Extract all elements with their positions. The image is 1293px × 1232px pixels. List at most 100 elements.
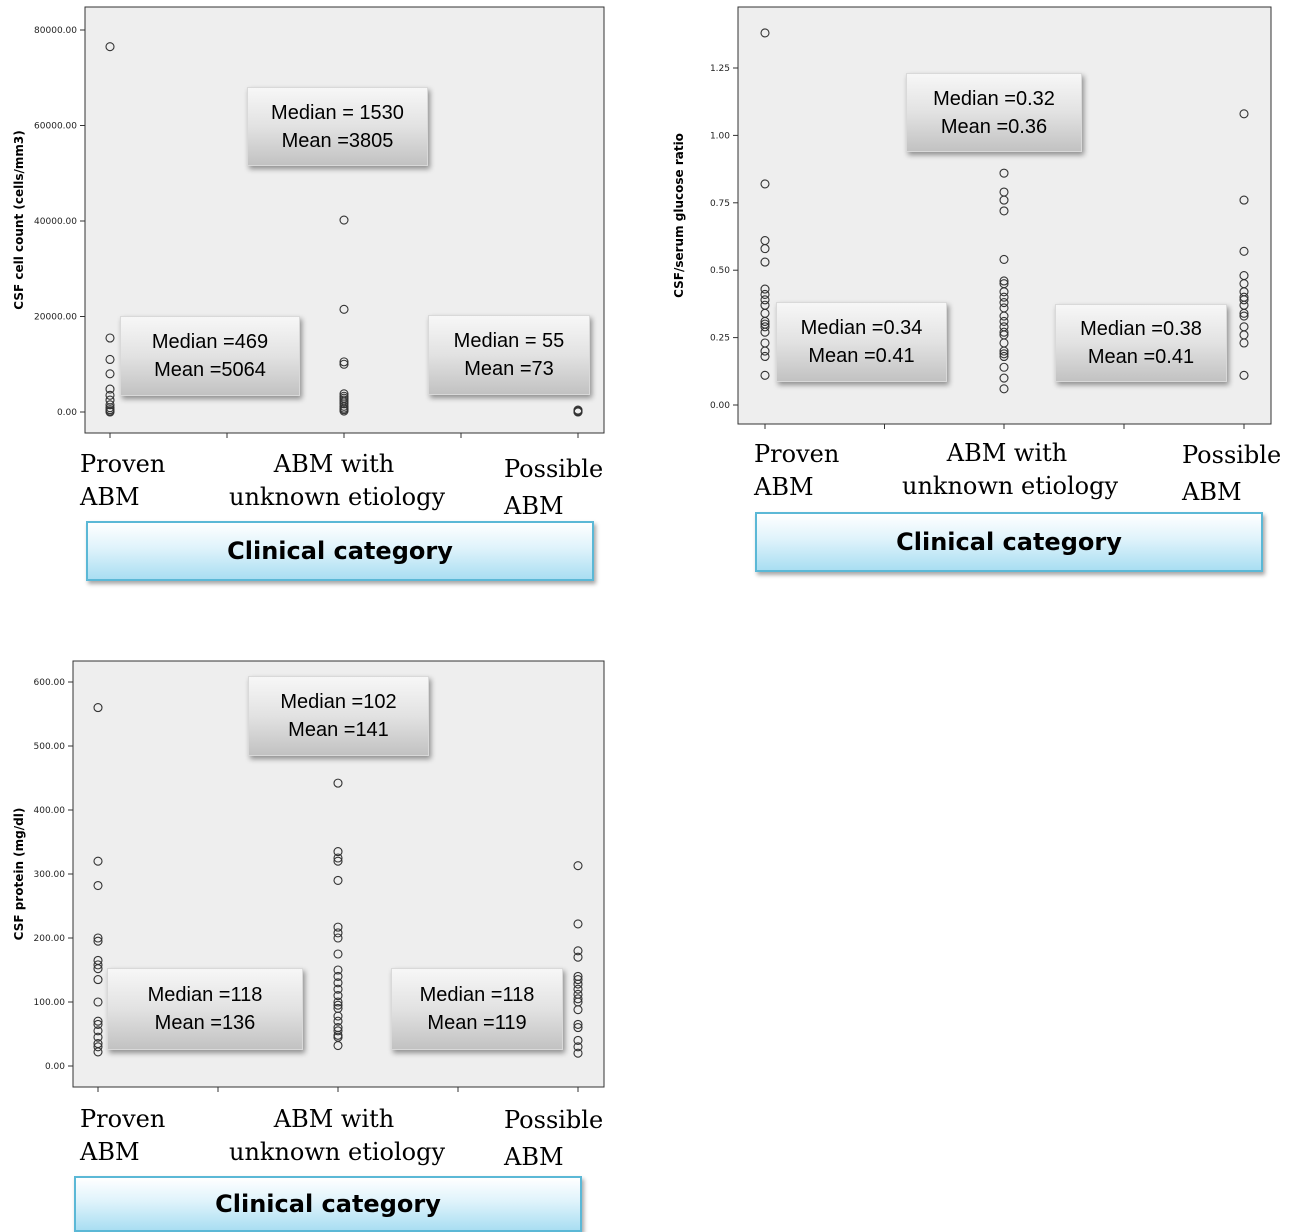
data-point (333, 997, 343, 1007)
data-point (93, 1042, 103, 1052)
data-point (573, 1005, 583, 1015)
data-point (333, 978, 343, 988)
data-point (93, 880, 103, 891)
data-point (1239, 370, 1249, 380)
data-point (760, 244, 770, 254)
data-point (93, 1026, 103, 1036)
y-tick-label: 400.00 (34, 806, 66, 816)
data-point (93, 703, 103, 713)
data-point (999, 384, 1009, 394)
xcat-proven-cell: Proven ABM (80, 450, 166, 511)
data-point (1239, 295, 1249, 305)
data-point (573, 975, 583, 985)
stat-box-proven-protein: Median =118 Mean =136 (107, 968, 303, 1050)
data-point (573, 1019, 583, 1029)
data-point (999, 287, 1009, 297)
data-point (333, 984, 343, 994)
data-point (760, 327, 770, 337)
xlabel-banner-protein: Clinical category (74, 1176, 582, 1232)
data-point (999, 327, 1009, 337)
xcat-unknown-glucose: ABM with unknown etiology (902, 439, 1119, 500)
xlabel-banner-glucose: Clinical category (755, 512, 1263, 572)
data-point (999, 316, 1009, 326)
data-point (573, 994, 583, 1004)
panel-protein: 0.00 100.00 200.00 300.00 400.00 500.00 600.00… (0, 640, 640, 1232)
panel-cell-count: 0.00 20000.00 40000.00 60000.00 80000.00 CSF … (0, 0, 640, 600)
data-point (333, 1011, 343, 1021)
data-point (105, 333, 115, 343)
data-point (999, 362, 1009, 372)
data-point (105, 42, 115, 52)
y-tick-label: 100.00 (34, 998, 66, 1008)
xcat-possible-cell: Possible ABM (504, 455, 604, 520)
y-tick-label: 0.00 (57, 408, 77, 418)
data-point (339, 399, 349, 409)
data-point (760, 289, 770, 300)
data-point (573, 946, 583, 956)
xcat-unknown-cell: ABM with unknown etiology (229, 450, 446, 511)
data-point (333, 875, 343, 885)
data-point (760, 257, 770, 267)
data-point (999, 298, 1009, 308)
data-point (333, 928, 343, 938)
data-point (573, 952, 583, 962)
data-point (339, 357, 349, 367)
data-point (760, 351, 770, 362)
stat-box-possible-glucose: Median =0.38 Mean =0.41 (1055, 304, 1227, 382)
data-point (573, 861, 583, 871)
data-point (105, 354, 115, 365)
data-point (1239, 308, 1249, 318)
data-point (93, 964, 103, 974)
data-point (573, 1048, 583, 1058)
data-point (333, 991, 343, 1001)
data-point (760, 322, 770, 332)
data-point (105, 369, 115, 379)
data-point (105, 390, 115, 400)
data-point (93, 936, 103, 946)
stat-box-proven-cell: Median =469 Mean =5064 (120, 316, 300, 396)
y-axis-label: CSF/serum glucose ratio (672, 133, 686, 298)
data-point (93, 1047, 103, 1057)
data-point (573, 979, 583, 989)
y-tick-label: 0.75 (710, 199, 730, 209)
xlabel-banner-cell: Clinical category (86, 521, 594, 581)
y-tick-label: 1.25 (710, 64, 730, 74)
data-point (333, 933, 343, 943)
y-tick-label: 0.25 (710, 334, 730, 344)
data-point (333, 856, 343, 866)
y-tick-label: 200.00 (34, 934, 66, 944)
data-point (760, 179, 770, 189)
y-tick-label: 20000.00 (34, 313, 77, 323)
stat-box-unknown-protein: Median =102 Mean =141 (248, 676, 429, 756)
y-tick-label: 40000.00 (34, 217, 77, 227)
y-tick-label: 0.50 (710, 266, 730, 276)
xcat-unknown-protein: ABM with unknown etiology (229, 1105, 446, 1166)
data-point (93, 997, 103, 1007)
stat-box-possible-protein: Median =118 Mean =119 (391, 968, 563, 1050)
y-axis-label: CSF protein (mg/dl) (12, 808, 26, 941)
data-point (573, 984, 583, 994)
data-point (333, 949, 343, 959)
y-tick-label: 60000.00 (34, 122, 77, 132)
data-point (93, 960, 103, 970)
data-point (999, 254, 1009, 264)
data-point (999, 206, 1009, 216)
data-point (333, 778, 343, 788)
data-point (333, 971, 343, 981)
data-point (93, 1019, 103, 1029)
data-point (93, 1016, 103, 1026)
data-point (999, 349, 1009, 359)
stat-box-possible-cell: Median = 55 Mean =73 (428, 315, 590, 395)
y-tick-label: 600.00 (34, 678, 66, 688)
xcat-possible-glucose: Possible ABM (1182, 441, 1282, 506)
data-point (573, 1042, 583, 1052)
data-point (339, 406, 349, 416)
data-point (760, 316, 770, 326)
data-point (339, 304, 349, 314)
y-tick-label: 80000.00 (34, 26, 77, 36)
data-point (333, 922, 343, 932)
data-point (333, 1026, 343, 1036)
data-point (999, 292, 1009, 302)
xcat-possible-protein: Possible ABM (504, 1106, 604, 1171)
y-tick-label: 300.00 (34, 870, 66, 880)
